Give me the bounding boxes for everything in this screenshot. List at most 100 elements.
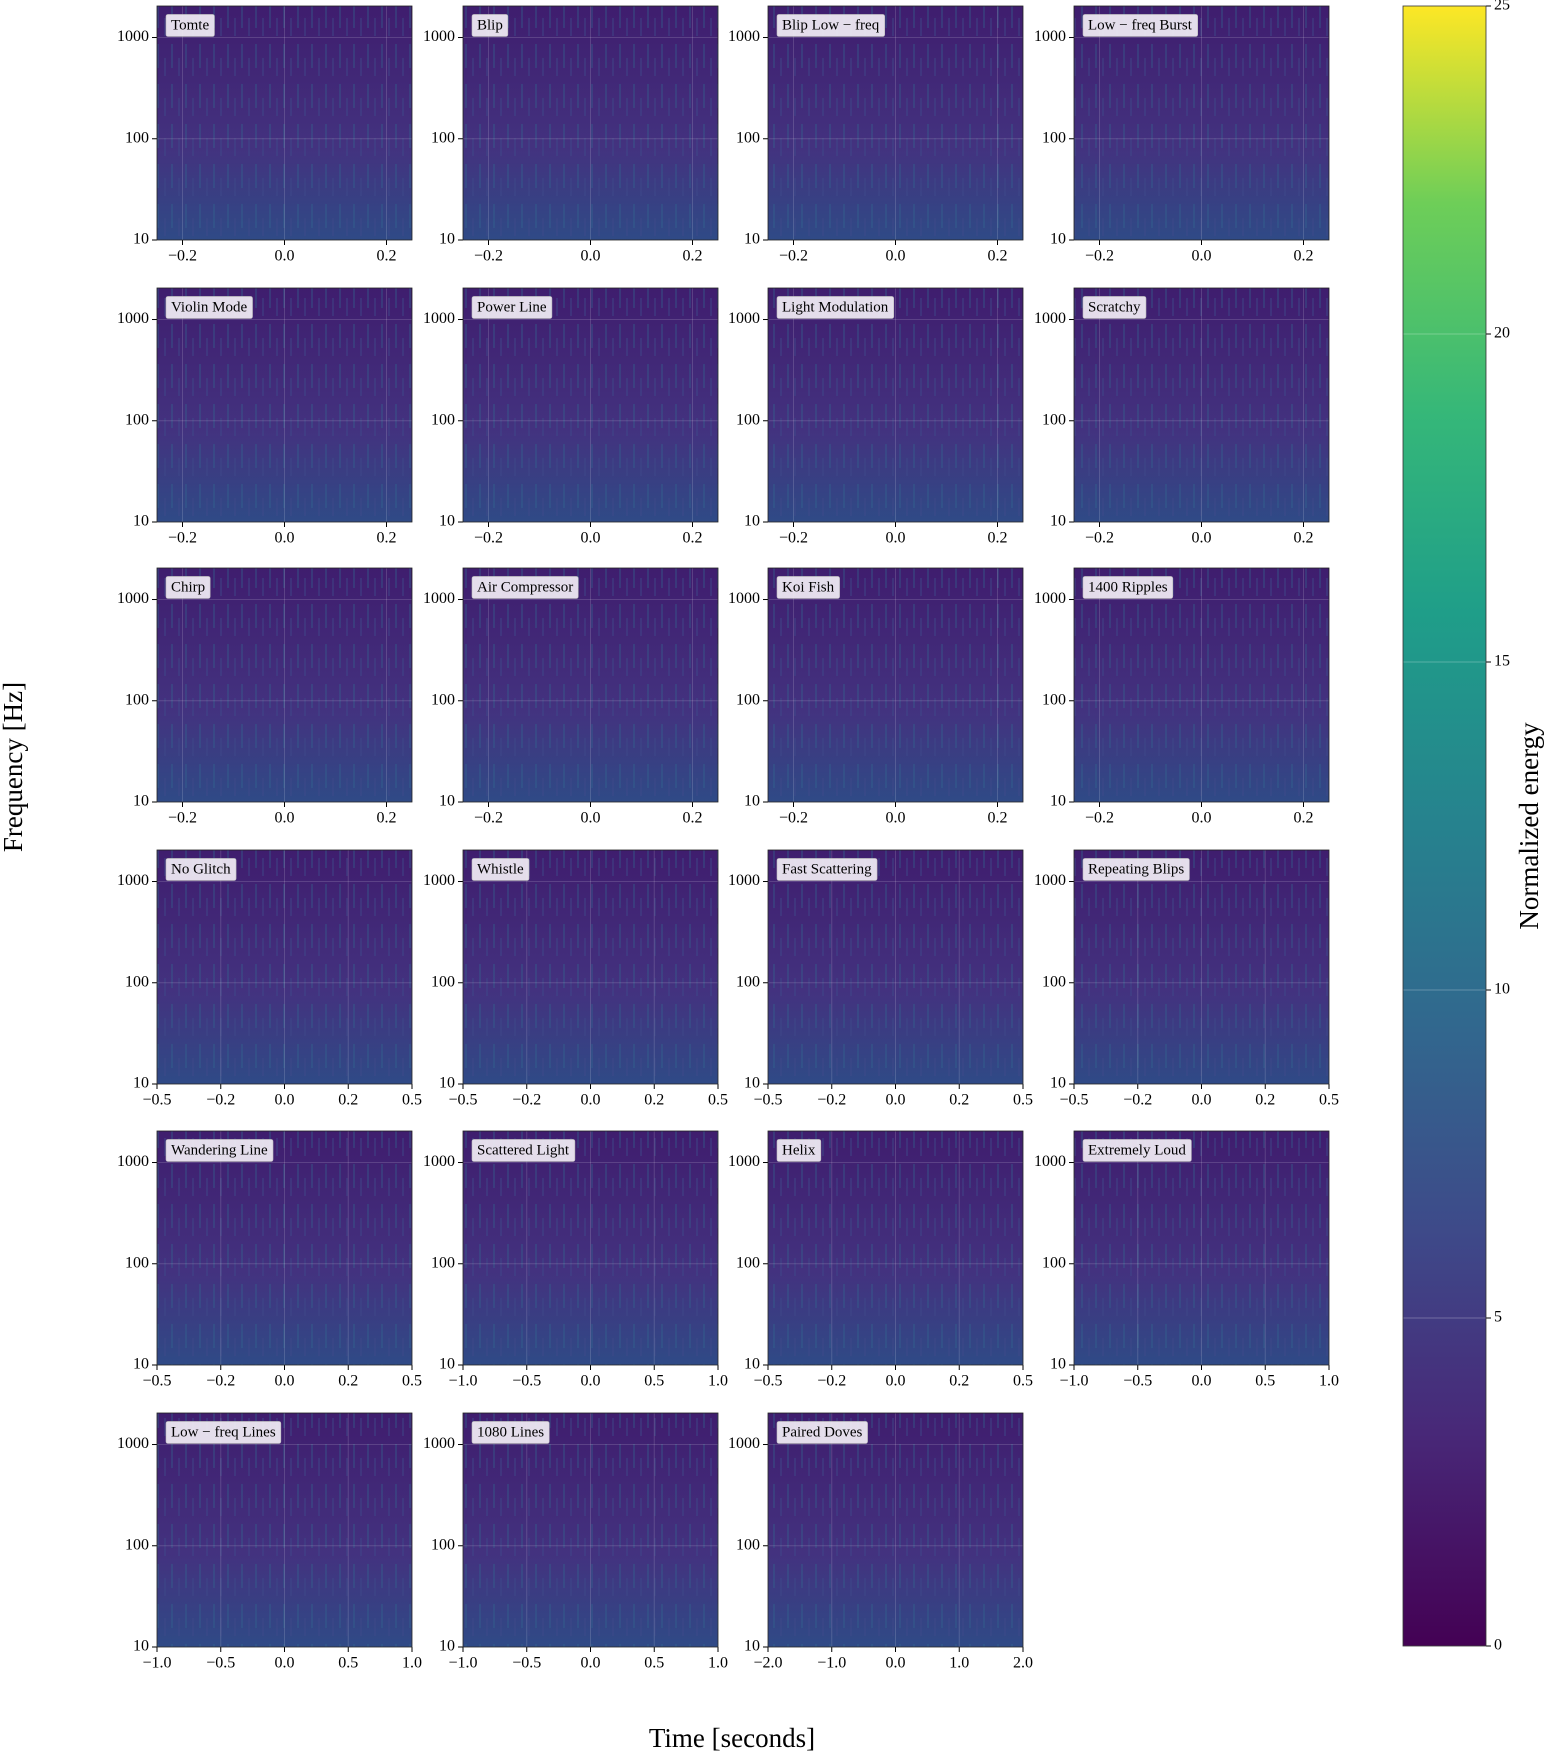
spectrogram-texture (768, 850, 1023, 1084)
y-tick-label: 1000 (423, 590, 455, 607)
x-tick-label: 0.2 (377, 248, 397, 265)
y-tick-label: 10 (439, 1638, 455, 1655)
x-tick-label: −1.0 (1059, 1373, 1088, 1390)
x-tick-label: 0.2 (1294, 530, 1314, 547)
panel-frame (462, 5, 719, 241)
panel-title: Chirp (171, 579, 205, 595)
panel-title-box (471, 296, 553, 319)
x-tick-label: −0.5 (1123, 1373, 1152, 1390)
y-tick-label: 1000 (1034, 872, 1066, 889)
x-tick-label: −1.0 (448, 1655, 477, 1672)
x-tick-label: 0.2 (988, 810, 1008, 827)
x-tick-label: 0.0 (275, 1373, 295, 1390)
panel-frame (462, 567, 719, 803)
panel-title: Low − freq Burst (1088, 17, 1193, 33)
panel-title-box (471, 14, 509, 37)
y-tick-label: 10 (744, 1356, 760, 1373)
x-tick-label: 0.5 (1013, 1373, 1033, 1390)
panel-title-box (776, 576, 840, 599)
panel-frame (156, 567, 413, 803)
y-tick-label: 1000 (728, 310, 760, 327)
panel-title: Scratchy (1088, 299, 1141, 315)
panel-title: Low − freq Lines (171, 1424, 276, 1440)
x-tick-label: 1.0 (949, 1655, 969, 1672)
spectrogram-texture (768, 1413, 1023, 1647)
panel-frame (156, 849, 413, 1085)
x-axis-label: Time [seconds] (649, 1723, 815, 1753)
x-tick-label: 0.0 (886, 1655, 906, 1672)
x-tick-label: 0.0 (886, 810, 906, 827)
y-tick-label: 10 (133, 1075, 149, 1092)
spectrogram-texture (463, 6, 718, 240)
y-tick-label: 100 (431, 1254, 455, 1271)
y-tick-label: 1000 (728, 28, 760, 45)
x-tick-label: 0.2 (988, 530, 1008, 547)
panel-title: Paired Doves (782, 1424, 863, 1440)
panel-frame (1073, 849, 1330, 1085)
y-tick-label: 1000 (728, 872, 760, 889)
x-tick-label: 0.5 (1319, 1092, 1339, 1109)
y-axis-label: Frequency [Hz] (0, 682, 28, 852)
panel-frame (767, 1412, 1024, 1648)
y-tick-label: 100 (431, 691, 455, 708)
spectrogram-texture (463, 1413, 718, 1647)
panel-frame (462, 849, 719, 1085)
y-tick-label: 10 (744, 1638, 760, 1655)
panel-title: Violin Mode (171, 299, 248, 315)
panel-title-box (1082, 14, 1198, 37)
panel-title: Repeating Blips (1088, 861, 1184, 877)
x-tick-label: −0.5 (142, 1373, 171, 1390)
x-tick-label: 0.0 (886, 530, 906, 547)
spectrogram-texture (157, 1131, 412, 1365)
x-tick-label: −0.2 (168, 248, 197, 265)
x-tick-label: 0.2 (683, 530, 703, 547)
y-tick-label: 10 (744, 231, 760, 248)
x-tick-label: −0.2 (1123, 1092, 1152, 1109)
x-tick-label: −0.2 (817, 1373, 846, 1390)
panel-title-box (1082, 858, 1190, 881)
colorbar-tick-label: 5 (1494, 1309, 1502, 1326)
y-tick-label: 1000 (423, 872, 455, 889)
x-tick-label: 0.2 (377, 810, 397, 827)
x-tick-label: 1.0 (708, 1373, 728, 1390)
x-tick-label: −1.0 (448, 1373, 477, 1390)
panel-title: Light Modulation (782, 299, 889, 315)
x-tick-label: −0.5 (753, 1092, 782, 1109)
x-tick-label: −0.2 (474, 530, 503, 547)
x-tick-label: 0.0 (1192, 248, 1212, 265)
y-tick-label: 1000 (423, 1153, 455, 1170)
spectrogram-texture (463, 288, 718, 522)
x-tick-label: 1.0 (708, 1655, 728, 1672)
panel-title-box (776, 1421, 868, 1444)
panel-title: Koi Fish (782, 579, 835, 595)
x-tick-label: 0.0 (581, 810, 601, 827)
x-tick-label: 1.0 (402, 1655, 422, 1672)
x-tick-label: 0.5 (338, 1655, 358, 1672)
x-tick-label: −0.5 (448, 1092, 477, 1109)
x-tick-label: −0.5 (512, 1655, 541, 1672)
x-tick-label: 0.2 (1294, 810, 1314, 827)
x-tick-label: −1.0 (817, 1655, 846, 1672)
x-tick-label: −0.2 (779, 810, 808, 827)
x-tick-label: −0.2 (512, 1092, 541, 1109)
y-tick-label: 10 (1050, 231, 1066, 248)
y-tick-label: 1000 (117, 28, 149, 45)
x-tick-label: 0.2 (949, 1092, 969, 1109)
panel-title-box (1082, 576, 1174, 599)
y-tick-label: 10 (744, 513, 760, 530)
x-tick-label: 0.5 (644, 1373, 664, 1390)
panel-title: 1400 Ripples (1088, 579, 1168, 595)
spectrogram-texture (463, 1131, 718, 1365)
y-tick-label: 10 (133, 231, 149, 248)
x-tick-label: 0.0 (275, 1092, 295, 1109)
y-tick-label: 10 (133, 1356, 149, 1373)
y-tick-label: 10 (1050, 1075, 1066, 1092)
panel-title: Extremely Loud (1088, 1142, 1186, 1158)
y-tick-label: 1000 (423, 1435, 455, 1452)
panel-title-box (471, 1421, 550, 1444)
x-tick-label: 0.0 (581, 530, 601, 547)
x-tick-label: 0.2 (1294, 248, 1314, 265)
x-tick-label: −1.0 (142, 1655, 171, 1672)
x-tick-label: −0.2 (168, 810, 197, 827)
panel-frame (156, 287, 413, 523)
